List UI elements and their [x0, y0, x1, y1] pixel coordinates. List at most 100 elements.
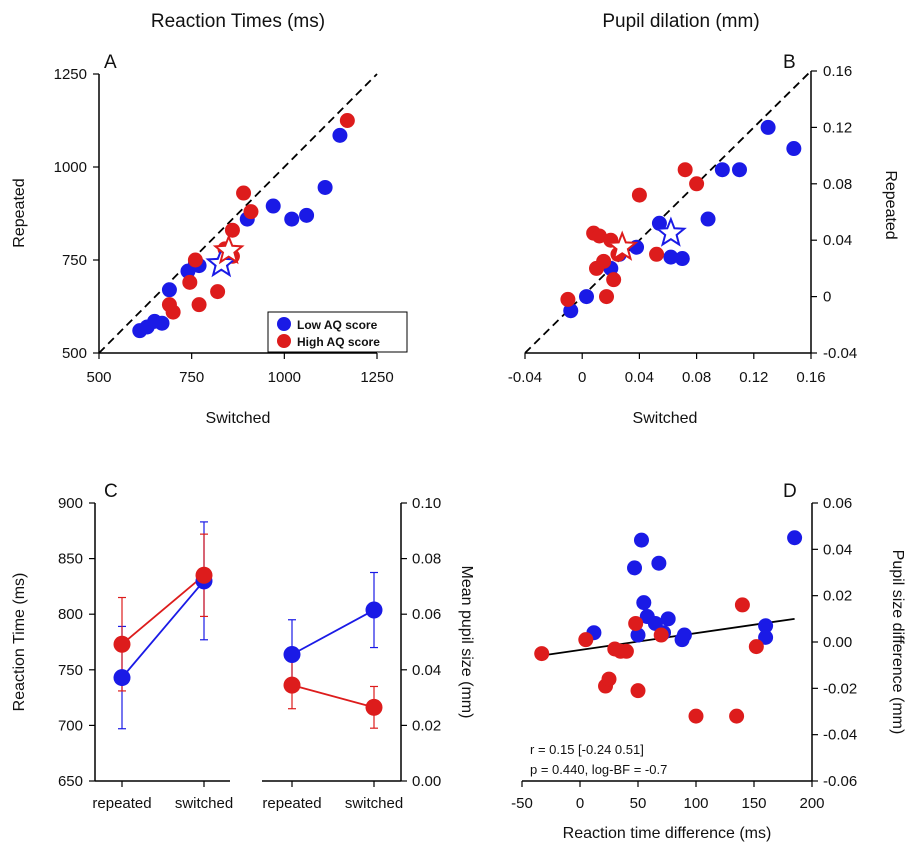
- panel-b-point: [563, 303, 579, 319]
- panel-c-right-tick-label: 0.00: [412, 773, 441, 790]
- panel-b-point: [689, 176, 705, 192]
- panel-c-x-tick-label: repeated: [262, 795, 321, 812]
- panel-d-point: [660, 611, 676, 627]
- panel-a-x-tick-label: 500: [86, 369, 111, 386]
- panel-a-legend: Low AQ score High AQ score: [267, 311, 408, 353]
- panel-c-right-tick-label: 0.08: [412, 551, 441, 568]
- panel-d-point: [729, 708, 745, 724]
- panel-d-y-label: Pupil size difference (mm): [889, 550, 906, 735]
- panel-b-point: [786, 141, 802, 157]
- panel-a-point: [236, 185, 252, 201]
- panel-b-x-tick-label: -0.04: [508, 369, 542, 386]
- panel-d-point: [688, 708, 704, 724]
- panel-a-point: [224, 222, 240, 238]
- panel-b-y-tick-label: 0.12: [823, 119, 852, 136]
- panel-b-mean-star: [654, 216, 687, 247]
- panel-a-x-tick-label: 1000: [268, 369, 301, 386]
- panel-b-point: [596, 253, 612, 269]
- panel-d-point: [578, 632, 594, 648]
- panel-c-x-tick-label: repeated: [92, 795, 151, 812]
- panel-a-x-tick-label: 750: [179, 369, 204, 386]
- panel-a-point: [299, 207, 315, 223]
- panel-d-point: [734, 597, 750, 613]
- panel-a-mean-star: [212, 233, 245, 265]
- panel-d-x-label: Reaction time difference (ms): [563, 825, 772, 842]
- panel-b-point: [677, 162, 693, 178]
- panel-b-mean-star: [606, 230, 639, 261]
- panel-d-y-tick-label: 0.06: [823, 495, 852, 512]
- panel-b-point: [663, 249, 679, 265]
- panel-c-pupil-line: [291, 609, 375, 656]
- panel-d-point: [651, 555, 667, 571]
- panel-a-point: [265, 198, 281, 214]
- panel-d-y-tick-label: -0.04: [823, 727, 857, 744]
- panel-b-title: Pupil dilation (mm): [602, 11, 759, 32]
- panel-d-x-tick-label: 150: [741, 795, 766, 812]
- legend-box: [267, 311, 408, 353]
- panel-d-point: [748, 639, 764, 655]
- panel-b-y-tick-label: -0.04: [823, 345, 857, 362]
- panel-b-point: [700, 211, 716, 227]
- panel-d-point: [618, 643, 634, 659]
- panel-b-x-tick-label: 0.12: [739, 369, 768, 386]
- panel-b-point: [606, 272, 622, 288]
- panel-b-point: [591, 228, 607, 244]
- panel-c-left-tick-label: 850: [58, 551, 83, 568]
- panel-a-y-tick-label: 1000: [54, 159, 87, 176]
- panel-a-point: [165, 304, 181, 320]
- panel-a-y-tick-label: 750: [62, 252, 87, 269]
- panel-b-y-tick-label: 0.04: [823, 232, 852, 249]
- panel-b-point: [732, 162, 747, 178]
- panel-c-left-tick-label: 900: [58, 495, 83, 512]
- panel-b-point: [560, 291, 576, 307]
- panel-b-point: [578, 289, 594, 305]
- panel-d-point: [627, 560, 643, 576]
- panel-d-point: [630, 683, 646, 699]
- panel-c-left-tick-label: 750: [58, 662, 83, 679]
- panel-a-x-label: Switched: [206, 410, 271, 427]
- panel-c-rt-point: [113, 669, 131, 687]
- panel-b-y-label: Repeated: [882, 170, 899, 239]
- panel-c-pupil-point: [365, 698, 383, 716]
- panel-c-x-tick-label: switched: [175, 795, 233, 812]
- panel-d: D -50 0 50 100 150 200 -0.06 -0.04 -0.02 0.00 0.02 0…: [511, 481, 906, 842]
- legend-label: High AQ score: [297, 335, 380, 349]
- panel-a-point: [161, 282, 177, 298]
- panel-c-left-tick-label: 800: [58, 606, 83, 623]
- panel-d-y-tick-label: -0.02: [823, 680, 857, 697]
- panel-c-right-label: Mean pupil size (mm): [458, 566, 475, 719]
- panel-b-y-tick-label: 0: [823, 289, 831, 306]
- panel-b-y-tick-label: 0.08: [823, 176, 852, 193]
- panel-c-left-tick-label: 650: [58, 773, 83, 790]
- panel-c-rt-point: [113, 635, 131, 653]
- panel-a-point: [317, 179, 333, 195]
- panel-d-y-tick-label: 0.00: [823, 634, 852, 651]
- panel-d-point: [787, 530, 803, 546]
- panel-a-y-tick-label: 1250: [54, 66, 87, 83]
- legend-label: Low AQ score: [297, 318, 378, 332]
- panel-a-point: [187, 252, 203, 268]
- panel-b-point: [599, 289, 615, 305]
- panel-b-point: [649, 246, 665, 262]
- panel-c-pupil-point: [283, 676, 301, 694]
- panel-d-point: [601, 671, 617, 687]
- legend-marker: [277, 317, 291, 331]
- panel-d-y-tick-label: 0.02: [823, 588, 852, 605]
- panel-b-letter: B: [783, 52, 796, 73]
- panel-b: Pupil dilation (mm) B -0.04 0 0.04 0.08 0.12 0.…: [508, 11, 899, 427]
- panel-b-x-tick-label: 0.04: [625, 369, 654, 386]
- panel-a-x-tick-label: 1250: [360, 369, 393, 386]
- panel-d-stats-text: p = 0.440, log-BF = -0.7: [530, 762, 667, 777]
- panel-b-x-tick-label: 0: [578, 369, 586, 386]
- panel-d-stats-text: r = 0.15 [-0.24 0.51]: [530, 742, 644, 757]
- panel-d-point: [633, 532, 649, 548]
- panel-a-diagonal: [98, 73, 378, 354]
- legend-marker: [277, 334, 291, 348]
- panel-c-pupil-line: [291, 684, 375, 709]
- panel-d-point: [758, 629, 774, 645]
- panel-d-letter: D: [783, 481, 797, 502]
- panel-b-point: [674, 251, 690, 267]
- panel-c-x-tick-label: switched: [345, 795, 403, 812]
- panel-d-x-tick-label: -50: [511, 795, 533, 812]
- panel-c: C 650 700 750 800 850 900 0.00 0.02 0.04 0.06 0.08 0…: [11, 481, 475, 812]
